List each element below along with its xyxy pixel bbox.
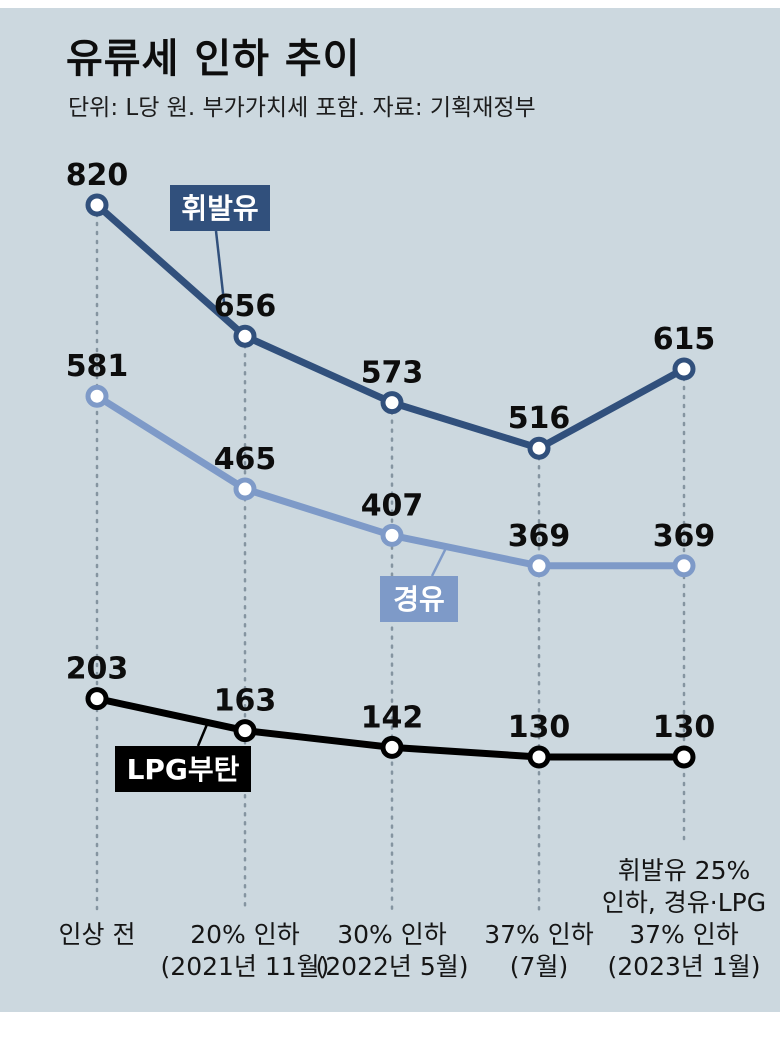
series-legend-box — [170, 185, 270, 231]
data-point — [85, 193, 109, 217]
value-label: 573 — [361, 356, 424, 391]
series-legend-box — [380, 576, 458, 622]
value-label: 203 — [66, 652, 129, 687]
x-axis-label: 37% 인하 — [629, 920, 739, 949]
data-point — [233, 477, 257, 501]
x-axis-label: (2022년 5월) — [316, 952, 469, 981]
chart-subtitle: 단위: L당 원. 부가가치세 포함. 자료: 기획재정부 — [68, 95, 536, 121]
value-label: 369 — [508, 519, 571, 554]
series-legend-label: 경유 — [393, 583, 445, 616]
x-axis-label: 20% 인하 — [190, 920, 300, 949]
series-label-connector — [196, 721, 210, 747]
x-axis-label: (7월) — [510, 952, 568, 981]
x-axis-label: 30% 인하 — [337, 920, 447, 949]
series-label-connector — [214, 230, 226, 303]
data-point — [380, 523, 404, 547]
x-axis-label: (2021년 11월) — [161, 952, 330, 981]
data-point — [380, 735, 404, 759]
data-point — [672, 554, 696, 578]
data-point — [672, 745, 696, 769]
value-label: 369 — [653, 519, 716, 554]
data-point — [527, 554, 551, 578]
value-label: 130 — [653, 710, 716, 745]
data-point — [85, 687, 109, 711]
value-label: 163 — [214, 684, 277, 719]
data-point — [672, 357, 696, 381]
chart-title: 유류세 인하 추이 — [66, 36, 361, 82]
value-label: 581 — [66, 349, 129, 384]
series-legend-label: LPG부탄 — [127, 753, 240, 786]
series-legend-label: 휘발유 — [181, 192, 258, 225]
x-axis-label: 휘발유 25% — [618, 856, 751, 885]
x-axis-label: 인상 전 — [59, 920, 136, 949]
value-label: 465 — [214, 442, 277, 477]
value-label: 516 — [508, 401, 571, 436]
x-axis-label: 37% 인하 — [484, 920, 594, 949]
value-label: 407 — [361, 488, 424, 523]
data-point — [527, 745, 551, 769]
data-point — [527, 436, 551, 460]
series-label-connector — [430, 547, 448, 577]
value-label: 656 — [214, 289, 277, 324]
value-label: 142 — [361, 700, 424, 735]
data-point — [85, 384, 109, 408]
series-legend-box — [115, 746, 251, 792]
value-label: 615 — [653, 322, 716, 357]
chart-background — [0, 8, 780, 1012]
value-label: 130 — [508, 710, 571, 745]
x-axis-label: (2023년 1월) — [608, 952, 761, 981]
data-point — [233, 719, 257, 743]
x-axis-label: 인하, 경유·LPG — [602, 888, 766, 917]
value-label: 820 — [66, 158, 129, 193]
data-point — [233, 324, 257, 348]
data-point — [380, 391, 404, 415]
